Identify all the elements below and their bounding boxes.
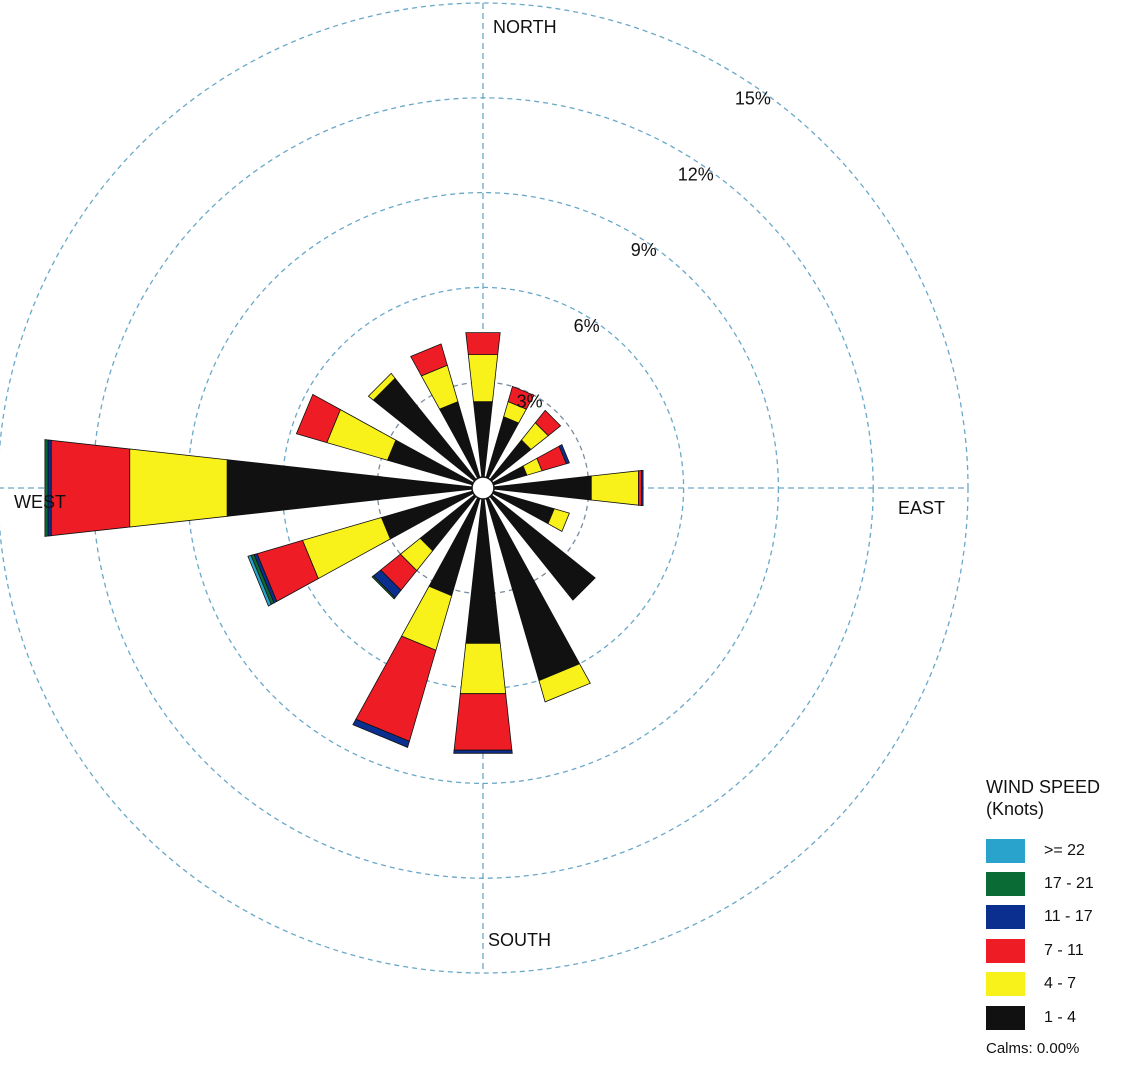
center-hub — [471, 476, 495, 500]
petal-270-bin-4 — [44, 439, 49, 537]
ring-label-15: 15% — [735, 89, 771, 109]
petal-157_5-bin-1 — [538, 663, 591, 703]
legend-swatch — [986, 872, 1025, 897]
ring-label-3: 3% — [517, 392, 543, 412]
petal-90-bin-1 — [590, 470, 639, 506]
legend-label: 4 - 7 — [1044, 975, 1077, 993]
wind-speed-legend: WIND SPEED (Knots) >= 22 17 - 21 11 - 17 7 … — [986, 776, 1118, 1057]
ring-label-9: 9% — [631, 240, 657, 260]
petal-315-bin-1 — [367, 372, 396, 401]
legend-swatch — [986, 1005, 1025, 1030]
petal-112_5-bin-1 — [547, 508, 570, 532]
petal-90-bin-3 — [641, 469, 644, 507]
petal-292_5-bin-2 — [295, 393, 341, 444]
petal-247_5-bin-1 — [301, 517, 391, 580]
legend-label: 17 - 21 — [1044, 875, 1094, 893]
ring-label-6: 6% — [574, 316, 600, 336]
legend-title: WIND SPEED — [986, 777, 1101, 797]
legend-item: 7 - 11 — [986, 934, 1118, 967]
petals-layer — [44, 332, 644, 754]
petal-247_5-bin-5 — [247, 554, 272, 607]
petal-0-bin-2 — [465, 332, 501, 356]
petal-270-bin-1 — [129, 448, 228, 528]
petal-45-bin-2 — [534, 409, 562, 437]
legend-items: >= 22 17 - 21 11 - 17 7 - 11 4 - 7 1 - 4 — [986, 834, 1118, 1034]
legend-swatch — [986, 838, 1025, 863]
petal-270-bin-3 — [47, 439, 52, 537]
petal-202_5-bin-3 — [352, 718, 410, 748]
legend-label: >= 22 — [1044, 841, 1085, 859]
legend-swatch — [986, 905, 1025, 930]
petal-270-bin-2 — [50, 439, 131, 537]
north-label: NORTH — [493, 17, 557, 37]
legend-item: 11 - 17 — [986, 901, 1118, 934]
ring-15-percent — [0, 2, 969, 974]
petal-180-bin-1 — [459, 643, 507, 695]
legend-item: >= 22 — [986, 834, 1118, 867]
west-label: WEST — [14, 492, 66, 512]
petal-22_5-bin-2 — [507, 385, 535, 410]
legend-item: 17 - 21 — [986, 867, 1118, 900]
petal-225-bin-4 — [371, 575, 396, 600]
petal-180-bin-2 — [453, 693, 513, 751]
south-label: SOUTH — [488, 930, 551, 950]
legend-units: (Knots) — [986, 799, 1045, 819]
petal-180-bin-3 — [453, 749, 513, 754]
legend-label: 7 - 11 — [1044, 941, 1084, 959]
legend-swatch — [986, 938, 1025, 963]
legend-label: 11 - 17 — [1044, 908, 1093, 926]
calms-label: Calms: 0.00% — [986, 1040, 1080, 1058]
ring-labels: 3% 6% 9% 12% 15% — [517, 89, 771, 412]
legend-item: 4 - 7 — [986, 968, 1118, 1001]
legend-swatch — [986, 972, 1025, 997]
legend-item: 1 - 4 — [986, 1001, 1118, 1034]
petal-0-bin-1 — [467, 354, 499, 403]
ring-label-12: 12% — [678, 164, 714, 184]
petal-90-bin-2 — [638, 470, 642, 506]
petal-67_5-bin-3 — [558, 444, 570, 465]
east-label: EAST — [898, 498, 945, 518]
petal-337_5-bin-2 — [410, 343, 448, 377]
legend-label: 1 - 4 — [1044, 1008, 1077, 1026]
